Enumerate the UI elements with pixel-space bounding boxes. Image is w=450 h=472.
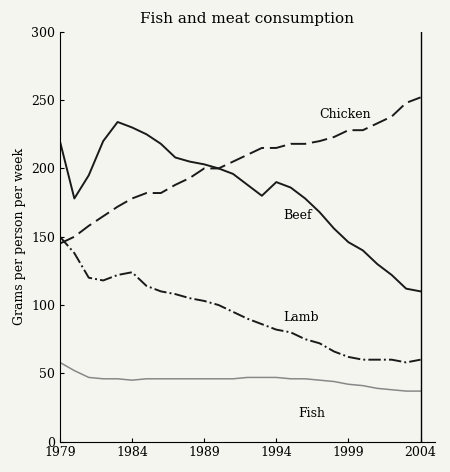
- Text: Chicken: Chicken: [320, 108, 371, 121]
- Text: Beef: Beef: [284, 209, 312, 222]
- Text: Fish: Fish: [298, 407, 325, 420]
- Y-axis label: Grams per person per week: Grams per person per week: [13, 148, 26, 325]
- Title: Fish and meat consumption: Fish and meat consumption: [140, 12, 355, 26]
- Text: Lamb: Lamb: [284, 312, 319, 324]
